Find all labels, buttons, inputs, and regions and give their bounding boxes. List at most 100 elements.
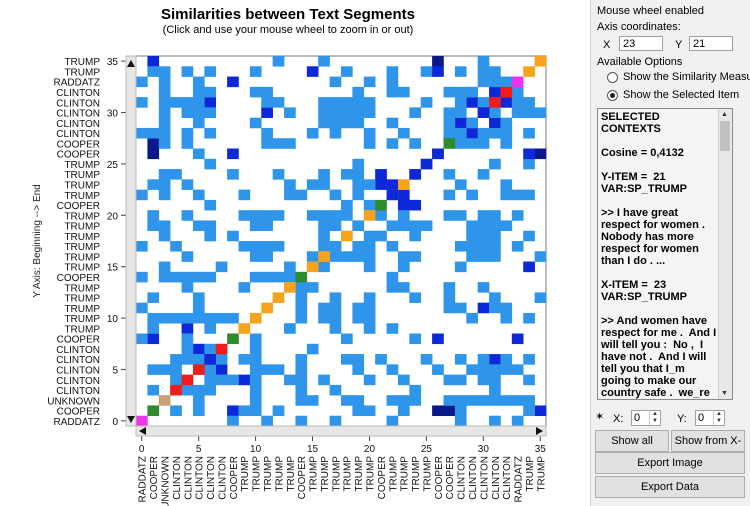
heatmap-cell[interactable] [523, 261, 535, 273]
heatmap-cell[interactable] [397, 251, 410, 262]
heatmap-cell[interactable] [523, 189, 535, 201]
heatmap-cell[interactable] [363, 312, 376, 324]
heatmap-cell[interactable] [500, 354, 513, 365]
heatmap-cell[interactable] [295, 189, 308, 201]
heatmap-cell[interactable] [204, 230, 217, 242]
heatmap-cell[interactable] [249, 251, 262, 262]
heatmap-cell[interactable] [261, 364, 273, 375]
heatmap-cell[interactable] [318, 107, 330, 118]
heatmap-cell[interactable] [329, 117, 342, 129]
heatmap-cell[interactable] [249, 405, 262, 417]
heatmap-cell[interactable] [181, 384, 194, 396]
heatmap-cell[interactable] [204, 364, 217, 375]
heatmap-cell[interactable] [363, 199, 376, 211]
heatmap-cell[interactable] [272, 56, 285, 67]
heatmap-cell[interactable] [523, 107, 535, 118]
heatmap-cell[interactable] [341, 97, 353, 108]
heatmap-cell[interactable] [249, 271, 262, 283]
heatmap-cell[interactable] [147, 384, 160, 396]
heatmap-cell[interactable] [170, 169, 182, 180]
heatmap-cell[interactable] [443, 210, 456, 221]
heatmap-cell[interactable] [261, 271, 273, 283]
heatmap-cell[interactable] [489, 117, 501, 129]
heatmap-cell[interactable] [215, 312, 228, 324]
heatmap-cell[interactable] [170, 405, 182, 417]
heatmap-cell[interactable] [523, 405, 535, 417]
heatmap-cell[interactable] [454, 210, 467, 221]
heatmap-cell[interactable] [454, 354, 467, 365]
heatmap-cell[interactable] [511, 189, 524, 201]
heatmap-cell[interactable] [306, 343, 319, 355]
heatmap-cell[interactable] [375, 179, 387, 190]
heatmap-cell[interactable] [511, 107, 524, 118]
heatmap-cell[interactable] [249, 220, 262, 232]
heatmap-cell[interactable] [329, 127, 342, 139]
heatmap-cell[interactable] [466, 220, 478, 232]
heatmap-cell[interactable] [523, 395, 535, 406]
heatmap-cell[interactable] [147, 56, 160, 67]
heatmap-cell[interactable] [249, 395, 262, 406]
heatmap-cell[interactable] [363, 251, 376, 262]
heatmap-cell[interactable] [397, 220, 410, 232]
heatmap-cell[interactable] [466, 241, 478, 252]
heatmap-cell[interactable] [443, 86, 456, 98]
heatmap-cell[interactable] [500, 138, 513, 149]
heatmap-cell[interactable] [295, 415, 308, 427]
heatmap-cell[interactable] [295, 292, 308, 303]
heatmap-cell[interactable] [489, 302, 501, 314]
heatmap-cell[interactable] [454, 374, 467, 386]
heatmap-cell[interactable] [363, 230, 376, 242]
heatmap-cell[interactable] [352, 179, 365, 190]
heatmap-cell[interactable] [386, 415, 399, 427]
heatmap-cell[interactable] [147, 323, 160, 334]
heatmap-cell[interactable] [363, 138, 376, 149]
heatmap-cell[interactable] [181, 343, 194, 355]
heatmap-cell[interactable] [500, 127, 513, 139]
heatmap-cell[interactable] [466, 251, 478, 262]
heatmap-cell[interactable] [272, 405, 285, 417]
heatmap-cell[interactable] [489, 241, 501, 252]
heatmap-cell[interactable] [192, 271, 205, 283]
heatmap-cell[interactable] [363, 405, 376, 417]
heatmap-cell[interactable] [500, 189, 513, 201]
heatmap-cell[interactable] [477, 251, 490, 262]
heatmap-cell[interactable] [443, 374, 456, 386]
contexts-scroll-down-icon[interactable]: ▼ [721, 390, 728, 397]
heatmap-cell[interactable] [181, 333, 194, 345]
heatmap-cell[interactable] [181, 97, 194, 108]
heatmap-cell[interactable] [158, 364, 171, 375]
heatmap-cell[interactable] [261, 107, 273, 118]
heatmap-cell[interactable] [227, 405, 239, 417]
heatmap-cell[interactable] [443, 292, 456, 303]
heatmap-cell[interactable] [511, 333, 524, 345]
heatmap-cell[interactable] [329, 312, 342, 324]
heatmap-cell[interactable] [489, 66, 501, 77]
heatmap-cell[interactable] [386, 282, 399, 293]
heatmap-cell[interactable] [466, 86, 478, 98]
heatmap-cell[interactable] [158, 138, 171, 149]
heatmap-cell[interactable] [511, 210, 524, 221]
heatmap-cell[interactable] [409, 220, 422, 232]
heatmap-cell[interactable] [136, 333, 148, 345]
heatmap-cell[interactable] [489, 86, 501, 98]
heatmap-cell[interactable] [477, 354, 490, 365]
heatmap-cell[interactable] [306, 261, 319, 273]
heatmap-cell[interactable] [295, 302, 308, 314]
heatmap-cell[interactable] [386, 241, 399, 252]
heatmap-cell[interactable] [534, 292, 547, 303]
heatmap-cell[interactable] [306, 179, 319, 190]
heatmap-cell[interactable] [295, 374, 308, 386]
heatmap-cell[interactable] [454, 241, 467, 252]
heatmap-cell[interactable] [386, 86, 399, 98]
heatmap-cell[interactable] [181, 271, 194, 283]
heatmap-cell[interactable] [489, 210, 501, 221]
heatmap-cell[interactable] [238, 374, 251, 386]
x-coordinate-field[interactable]: 23 [619, 36, 663, 51]
heatmap-cell[interactable] [409, 333, 422, 345]
heatmap-cell[interactable] [363, 302, 376, 314]
heatmap-cell[interactable] [192, 364, 205, 375]
heatmap-cell[interactable] [295, 271, 308, 283]
heatmap-cell[interactable] [534, 56, 547, 67]
heatmap-cell[interactable] [363, 374, 376, 386]
heatmap-cell[interactable] [204, 107, 217, 118]
